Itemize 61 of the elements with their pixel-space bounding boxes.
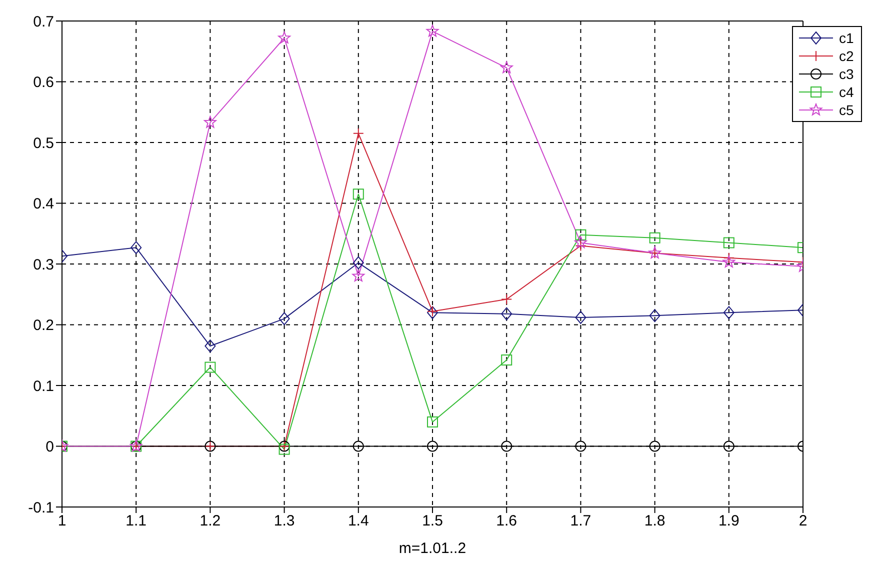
point: [723, 306, 734, 320]
legend-label: c5: [839, 102, 854, 118]
point: [352, 256, 364, 270]
y-tick-label: 0.5: [33, 134, 54, 152]
y-tick-label: 0.7: [33, 13, 54, 30]
point: [278, 444, 290, 455]
x-tick-label: 1.5: [422, 512, 443, 530]
point: [204, 340, 216, 353]
point: [575, 240, 586, 252]
point: [130, 241, 142, 254]
y-tick-label: 0.4: [33, 196, 54, 213]
point: [575, 229, 586, 240]
point: [427, 416, 438, 428]
legend-label: c1: [839, 30, 854, 46]
point: [500, 61, 513, 74]
x-axis-title: m=1.01..2: [398, 540, 466, 557]
point: [427, 306, 438, 320]
point: [427, 306, 438, 317]
point: [352, 440, 364, 452]
point: [723, 237, 734, 248]
point: [501, 354, 512, 366]
point: [278, 32, 291, 44]
point: [427, 440, 438, 452]
point: [204, 362, 216, 373]
point: [204, 116, 216, 128]
y-tick-label: 0.3: [33, 256, 54, 274]
y-tick-label: 0.6: [33, 74, 54, 92]
y-tick-label: 0.1: [33, 378, 54, 395]
point: [649, 232, 660, 244]
point: [501, 440, 512, 452]
point: [352, 188, 364, 200]
point: [352, 270, 365, 282]
x-tick-label: 1.1: [126, 512, 147, 530]
x-tick-label: 1.2: [200, 512, 221, 530]
point: [501, 294, 512, 305]
legend-label: c2: [839, 48, 854, 64]
x-tick-label: 1.9: [718, 512, 740, 530]
point: [649, 440, 660, 452]
legend-label: c4: [839, 84, 854, 100]
x-tick-label: 2: [798, 512, 808, 530]
x-tick-label: 1.7: [570, 512, 592, 530]
y-tick-label: 0: [46, 438, 54, 456]
point: [574, 236, 587, 248]
point: [723, 252, 734, 264]
x-tick-label: 1.3: [274, 512, 295, 530]
point: [723, 440, 734, 452]
point: [278, 312, 290, 326]
point: [501, 307, 512, 320]
x-tick-label: 1.6: [496, 512, 518, 530]
point: [352, 128, 364, 139]
y-tick-label: -0.1: [28, 499, 54, 516]
x-tick-label: 1.4: [348, 512, 369, 530]
x-tick-label: 1: [58, 512, 66, 530]
y-tick-label: 0.2: [33, 317, 54, 334]
point: [575, 440, 586, 452]
point: [575, 310, 586, 324]
point: [649, 309, 660, 322]
point: [426, 24, 439, 37]
legend-label: c3: [839, 66, 854, 82]
point: [722, 256, 736, 268]
x-tick-label: 1.8: [644, 512, 666, 530]
